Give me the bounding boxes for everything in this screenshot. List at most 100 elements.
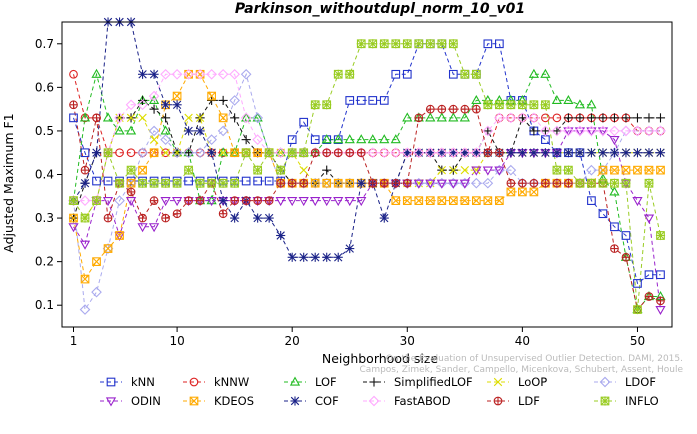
point-lof bbox=[321, 134, 332, 144]
point-fastabod bbox=[505, 112, 517, 124]
y-tick-label: 0.5 bbox=[35, 124, 54, 138]
point-cof bbox=[207, 148, 217, 158]
point-inflo bbox=[80, 213, 90, 223]
legend-label-knnw: kNNW bbox=[214, 375, 249, 389]
point-knn bbox=[402, 69, 412, 79]
point-odin bbox=[482, 166, 493, 176]
point-ldf bbox=[103, 213, 113, 223]
point-knnw bbox=[161, 148, 170, 158]
point-kdeos bbox=[230, 148, 239, 158]
series-markers bbox=[68, 17, 666, 316]
legend-label-kdeos: KDEOS bbox=[214, 394, 254, 408]
point-ldof bbox=[240, 68, 252, 80]
point-cof bbox=[517, 148, 527, 158]
point-fastabod bbox=[252, 134, 263, 145]
point-lof bbox=[333, 134, 344, 144]
point-ldf bbox=[437, 104, 447, 114]
point-simplifiedlof bbox=[149, 104, 159, 114]
point-cof bbox=[655, 148, 666, 158]
legend-marker-simplifiedlof bbox=[369, 377, 379, 387]
point-inflo bbox=[425, 39, 435, 49]
point-inflo bbox=[609, 178, 620, 188]
point-fastabod bbox=[367, 147, 379, 159]
legend-item-ldf: LDF bbox=[487, 394, 540, 408]
legend-item-cof: COF bbox=[284, 394, 339, 408]
point-lof bbox=[367, 134, 378, 144]
point-cof bbox=[598, 148, 608, 158]
point-ldf bbox=[276, 178, 286, 188]
point-inflo bbox=[161, 178, 171, 188]
point-simplifiedlof bbox=[517, 113, 527, 123]
point-lof bbox=[448, 112, 459, 122]
point-simplifiedlof bbox=[609, 113, 620, 123]
point-simplifiedlof bbox=[644, 113, 654, 123]
point-ldof bbox=[482, 177, 494, 189]
point-simplifiedlof bbox=[563, 113, 573, 123]
y-tick-label: 0.7 bbox=[35, 37, 54, 51]
point-inflo bbox=[149, 178, 159, 188]
point-ldf bbox=[322, 148, 332, 158]
point-loop bbox=[126, 113, 136, 123]
point-loop bbox=[149, 135, 159, 144]
point-ldf bbox=[656, 296, 665, 306]
point-inflo bbox=[368, 39, 378, 49]
point-inflo bbox=[563, 165, 573, 175]
y-tick-label: 0.1 bbox=[35, 298, 54, 312]
point-kdeos bbox=[495, 196, 504, 205]
point-simplifiedlof bbox=[529, 126, 539, 136]
point-odin bbox=[206, 197, 217, 207]
legend-marker-loop bbox=[493, 377, 503, 387]
point-knn bbox=[379, 96, 389, 105]
point-fastabod bbox=[459, 147, 471, 159]
point-inflo bbox=[126, 165, 136, 175]
legend-item-lof: LOF bbox=[284, 375, 337, 389]
point-fastabod bbox=[436, 147, 448, 159]
point-fastabod bbox=[217, 68, 229, 80]
point-loop bbox=[184, 113, 193, 123]
point-kdeos bbox=[80, 274, 90, 284]
point-kdeos bbox=[598, 165, 608, 175]
point-fastabod bbox=[482, 125, 494, 137]
point-ldf bbox=[333, 148, 343, 158]
point-knn bbox=[610, 222, 619, 232]
point-ldf bbox=[149, 196, 159, 205]
point-ldf bbox=[368, 178, 378, 188]
point-lof bbox=[102, 112, 114, 122]
point-ldof bbox=[252, 112, 263, 124]
point-knn bbox=[345, 96, 355, 105]
point-kdeos bbox=[218, 113, 228, 123]
point-ldof bbox=[586, 164, 597, 176]
point-ldof bbox=[183, 147, 194, 159]
point-fastabod bbox=[620, 125, 632, 137]
point-inflo bbox=[494, 100, 504, 110]
point-ldf bbox=[541, 178, 550, 188]
point-lof bbox=[390, 134, 401, 144]
point-knnw bbox=[552, 113, 562, 123]
point-cof bbox=[460, 148, 470, 158]
point-knn bbox=[633, 279, 642, 288]
point-odin bbox=[586, 127, 597, 137]
point-odin bbox=[436, 179, 447, 189]
point-lof bbox=[125, 125, 137, 135]
point-lof bbox=[148, 94, 160, 105]
point-cof bbox=[230, 213, 240, 223]
point-kdeos bbox=[138, 165, 147, 175]
point-cof bbox=[184, 126, 194, 136]
point-ldf bbox=[264, 196, 274, 205]
point-odin bbox=[425, 179, 436, 189]
point-fastabod bbox=[494, 112, 505, 124]
point-cof bbox=[621, 148, 631, 158]
point-knn bbox=[368, 96, 378, 105]
point-odin bbox=[125, 197, 137, 207]
x-tick-label: 1 bbox=[70, 334, 78, 348]
legend-marker-cof bbox=[290, 396, 300, 406]
point-odin bbox=[563, 127, 574, 137]
point-odin bbox=[298, 197, 309, 207]
legend-marker-lof bbox=[289, 376, 301, 386]
point-ldof bbox=[114, 195, 125, 206]
point-ldf bbox=[218, 209, 228, 219]
point-fastabod bbox=[137, 99, 148, 111]
point-inflo bbox=[575, 178, 585, 188]
point-knn bbox=[287, 135, 297, 144]
